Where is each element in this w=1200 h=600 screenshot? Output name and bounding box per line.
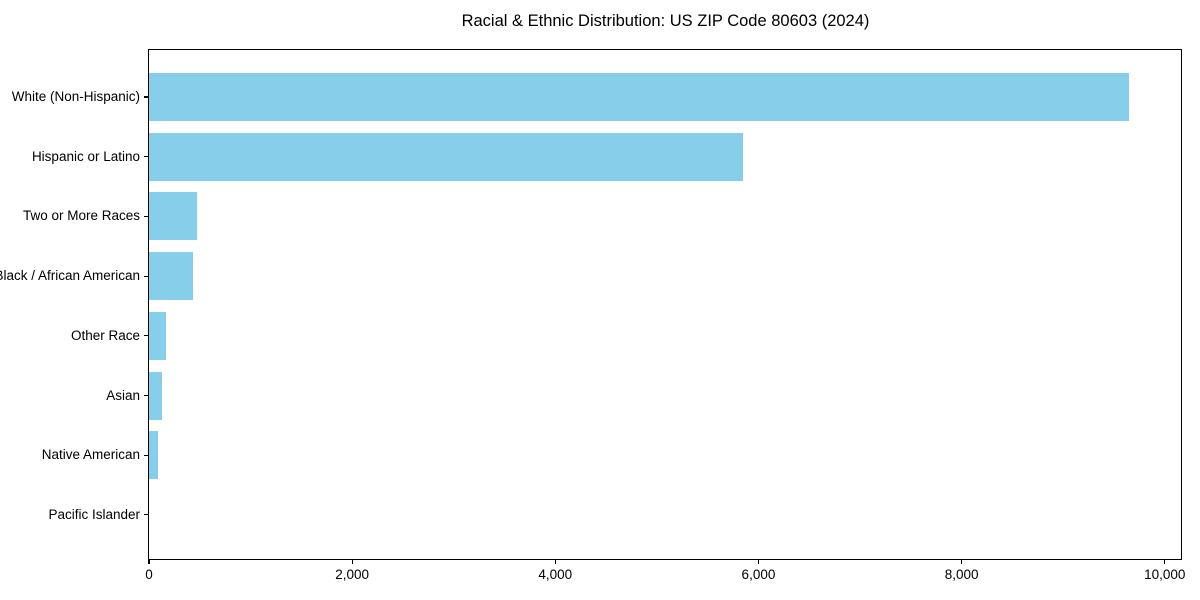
chart-bar-white-non-hispanic bbox=[149, 73, 1130, 121]
chart-title: Racial & Ethnic Distribution: US ZIP Cod… bbox=[461, 12, 870, 30]
y-axis-label-black-african-american: Black / African American bbox=[0, 268, 140, 284]
chart-bar-hispanic-or-latino bbox=[149, 132, 744, 181]
y-axis-label-native-american: Native American bbox=[41, 447, 140, 463]
x-axis-tick bbox=[148, 559, 150, 564]
y-axis-tick bbox=[144, 156, 149, 158]
x-axis-tick bbox=[1164, 559, 1166, 564]
x-axis-tick-label: 10,000 bbox=[1144, 567, 1186, 582]
y-axis-label-pacific-islander: Pacific Islander bbox=[48, 506, 140, 522]
y-axis-tick bbox=[144, 275, 149, 277]
x-axis-tick-label: 8,000 bbox=[944, 567, 979, 582]
x-axis-tick-label: 0 bbox=[145, 567, 153, 582]
chart-bar-native-american bbox=[149, 431, 159, 480]
y-axis-label-other-race: Other Race bbox=[70, 327, 140, 343]
chart-bar-two-or-more-races bbox=[149, 192, 197, 241]
x-axis-tick-label: 2,000 bbox=[335, 567, 370, 582]
y-axis-tick bbox=[144, 96, 149, 98]
chart-bar-other-race bbox=[149, 311, 167, 360]
y-axis-label-two-or-more-races: Two or More Races bbox=[22, 208, 140, 224]
x-axis-tick-label: 4,000 bbox=[538, 567, 573, 582]
y-axis-tick bbox=[144, 454, 149, 456]
x-axis-tick-label: 6,000 bbox=[741, 567, 776, 582]
x-axis-tick bbox=[757, 559, 760, 564]
plot-area: White (Non-Hispanic) Hispanic or Latino Tw… bbox=[0, 49, 1185, 582]
y-axis-tick bbox=[144, 335, 149, 337]
y-axis-label-hispanic-or-latino: Hispanic or Latino bbox=[31, 148, 140, 164]
y-axis-tick bbox=[144, 394, 149, 397]
y-axis-tick bbox=[144, 514, 149, 516]
x-axis-tick bbox=[961, 559, 963, 564]
y-axis-label-asian: Asian bbox=[106, 387, 140, 403]
y-axis-tick bbox=[144, 215, 149, 217]
chart-bar-black-african-american bbox=[149, 252, 193, 301]
chart-bar-asian bbox=[149, 371, 163, 420]
x-axis-tick bbox=[351, 559, 353, 564]
y-axis-label-white-non-hispanic: White (Non-Hispanic) bbox=[11, 89, 140, 104]
x-axis-tick bbox=[554, 559, 556, 564]
